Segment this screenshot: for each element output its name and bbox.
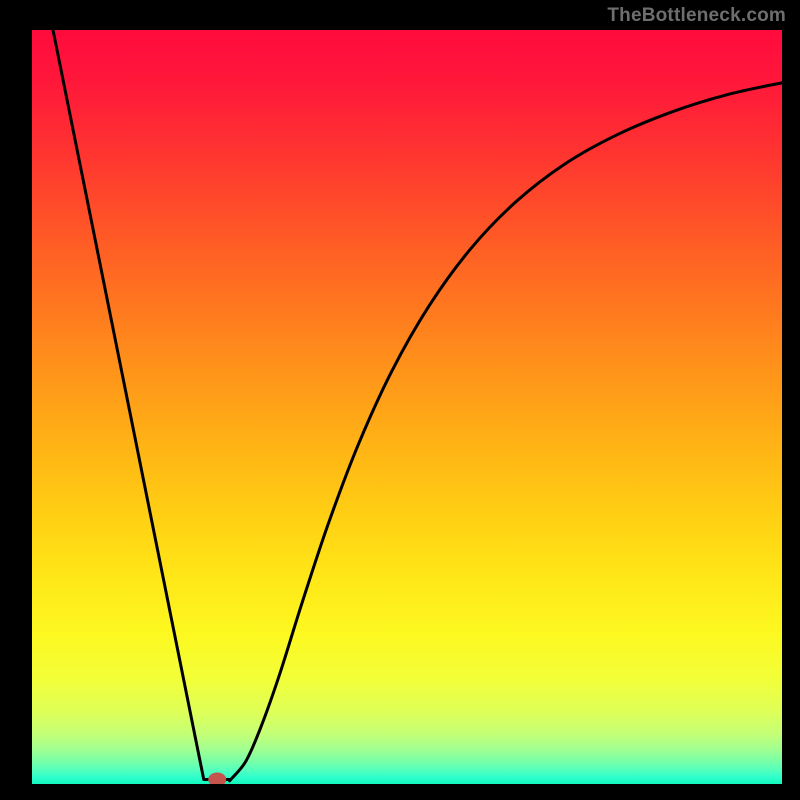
plot-svg [32, 30, 782, 784]
plot-area [32, 30, 782, 784]
chart-frame: TheBottleneck.com [0, 0, 800, 800]
gradient-background [32, 30, 782, 784]
watermark-text: TheBottleneck.com [607, 5, 786, 27]
